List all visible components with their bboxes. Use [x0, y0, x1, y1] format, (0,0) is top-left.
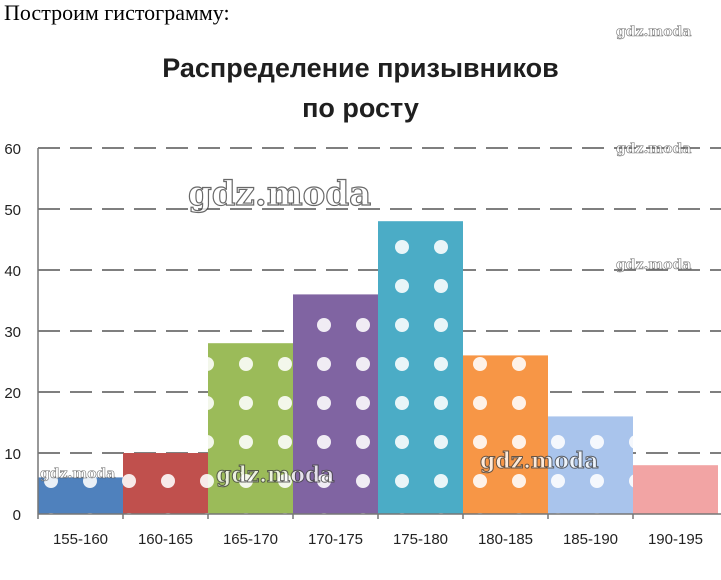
y-tick-label: 40	[4, 263, 21, 280]
x-tick-label: 190-195	[648, 531, 703, 548]
watermark-center: gdz.moda	[187, 173, 372, 214]
chart-title-line-2: по росту	[302, 93, 419, 123]
y-tick-label: 60	[4, 141, 21, 158]
bar-190-195	[633, 465, 718, 514]
x-tick-label: 165-170	[223, 531, 278, 548]
y-tick-label: 0	[13, 507, 21, 524]
bar-155-160	[38, 477, 123, 514]
y-tick-label: 20	[4, 385, 21, 402]
y-tick-label: 50	[4, 202, 21, 219]
x-tick-label: 180-185	[478, 531, 533, 548]
watermark-right-2: gdz.moda	[616, 257, 692, 274]
x-tick-label: 160-165	[138, 531, 193, 548]
y-tick-label: 10	[4, 446, 21, 463]
watermark-bottom-left: gdz.moda	[40, 466, 116, 483]
x-tick-label: 155-160	[53, 531, 108, 548]
bar-160-165	[123, 453, 208, 514]
chart-title-line-1: Распределение призывников	[162, 53, 559, 83]
x-tick-label: 175-180	[393, 531, 448, 548]
x-tick-label: 170-175	[308, 531, 363, 548]
watermark-right-1: gdz.moda	[616, 141, 692, 158]
watermark-top-right: gdz.moda	[616, 24, 692, 41]
bar-175-180	[378, 221, 463, 514]
watermark-bottom-right: gdz.moda	[480, 448, 600, 475]
bar-185-190	[548, 416, 633, 514]
bar-180-185	[463, 355, 548, 514]
bar-165-170	[208, 343, 293, 514]
bar-170-175	[293, 294, 378, 514]
axes: 0 10 20 30 40 50 60 155-160 160-165 165-170 170-17…	[4, 141, 721, 548]
bars	[38, 221, 718, 514]
x-tick-label: 185-190	[563, 531, 618, 548]
intro-text: Построим гистограмму:	[4, 0, 230, 25]
watermark-bottom-center: gdz.moda	[216, 462, 336, 489]
y-tick-label: 30	[4, 324, 21, 341]
chart-title: Распределение призывников по росту	[0, 48, 721, 128]
